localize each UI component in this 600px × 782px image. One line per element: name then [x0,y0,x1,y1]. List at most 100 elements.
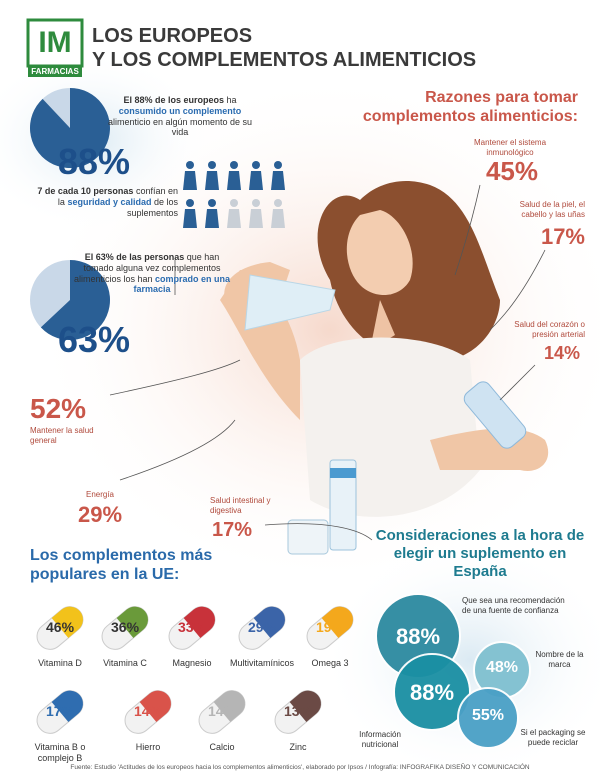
reason-label: Energía [85,490,115,499]
capsule-half [116,606,148,638]
stat-text-part: confían en la [57,186,178,207]
capsule-value: 14% [134,703,163,719]
reason-value: 17% [540,224,585,249]
consideration-label: Que sea una recomendación de una fuente … [462,596,565,615]
person-icon [186,161,194,169]
reason-value: 52% [30,393,87,424]
title-line: Y LOS COMPLEMENTOS ALIMENTICIOS [92,49,477,71]
footer: Fuente: Estudio 'Actitudes de los europe… [70,764,530,771]
capsule-name: Vitamina C [103,658,147,668]
stat-text-part: El 63% de las personas [84,252,185,262]
person-icon [274,161,282,169]
section-title: Razones para tomar complementos alimenti… [362,89,578,126]
reason-label: Mantener el sistema inmunológico [473,138,547,157]
capsule-value: 13% [284,703,313,719]
stat-text: El 63% de las personas que han tomado al… [72,252,232,295]
capsule-value: 33% [178,619,207,635]
person-icon [249,171,263,190]
capsule-name: Calcio [209,742,235,752]
person-icon [271,171,285,190]
person-icon [183,209,197,228]
capsule-half [213,690,245,722]
person-icon [271,209,285,228]
person-icon [274,199,282,207]
person-icon [205,171,219,190]
stat-text-part: 7 de cada 10 personas [37,186,134,196]
capsule [36,606,84,650]
capsule [168,606,216,650]
reason-value: 29% [77,502,123,527]
consideration-bubble [393,653,471,731]
capsule-name: Vitamina B o complejo B [34,742,86,763]
capsule-value: 46% [46,619,75,635]
capsule-half [321,606,353,638]
capsule-value: 14% [208,703,237,719]
capsule-value: 17% [46,703,75,719]
reason-label: Salud intestinal y digestiva [210,496,271,515]
stat-text: 7 de cada 10 personas confían en la segu… [30,186,178,218]
capsule-half [289,690,321,722]
capsule-half [51,690,83,722]
capsule-name: Zinc [289,742,307,752]
consideration-label: Nombre de la marca [535,650,584,669]
person-icon [252,199,260,207]
person-icon [186,199,194,207]
reason-label: Salud del corazón o presión arterial [514,320,585,339]
stat-text-part: consumido un complemento [118,105,242,116]
capsule-value: 36% [111,619,140,635]
capsule-half [51,606,83,638]
capsule [238,606,286,650]
logo-name: FARMACIAS [31,67,79,76]
person-icon [227,171,241,190]
capsule-half [139,690,171,722]
consideration-value: 88% [395,624,441,649]
capsule [274,690,322,734]
capsule-name: Multivitamínicos [229,658,294,668]
person-icon [205,209,219,228]
reason-label: Salud de la piel, el cabello y las uñas [519,200,585,219]
consideration-value: 48% [485,659,519,676]
stat-text-part: que han tomado alguna vez complementos a… [73,252,221,284]
person-icon [230,161,238,169]
capsule-half [183,606,215,638]
consideration-value: 55% [471,707,505,724]
capsule [306,606,354,650]
consideration-bubble [457,687,519,749]
title-line: LOS EUROPEOS [92,25,253,47]
stat-text-part: comprado en una farmacia [133,273,231,295]
capsule [124,690,172,734]
person-icon [230,199,238,207]
stat-text-part: El 88% de los europeos [123,95,225,105]
section-title: Los complementos más populares en la UE: [30,547,213,584]
person-icon [227,209,241,228]
capsule-value: 19% [316,619,345,635]
consideration-label: Información nutricional [359,730,401,749]
person-icon [208,199,216,207]
capsule-name: Hierro [135,742,161,752]
capsule-name: Vitamina D [38,658,82,668]
pie-slice [30,88,111,168]
capsule-name: Magnesio [172,658,212,668]
reason-label: Mantener la salud general [30,426,94,445]
capsule-value: 29% [248,619,277,635]
section-title: Consideraciones a la hora de elegir un s… [375,527,585,580]
capsule-half [253,606,285,638]
person-icon [249,209,263,228]
pie-slice [40,260,110,340]
reason-value: 17% [212,519,253,541]
stat-text-part: ha [224,95,237,105]
reason-value: 45% [485,156,539,186]
person-icon [252,161,260,169]
stat-percent: 63% [58,319,131,360]
capsule [36,690,84,734]
person-icon [183,171,197,190]
stat-text-part: seguridad y calidad [67,196,152,207]
person-icon [208,161,216,169]
capsule [198,690,246,734]
reason-value: 14% [543,343,580,363]
logo-mark: IM [38,26,72,59]
stat-text-part: alimenticio en algún momento de su vida [107,116,253,138]
stat-percent: 88% [58,141,131,182]
